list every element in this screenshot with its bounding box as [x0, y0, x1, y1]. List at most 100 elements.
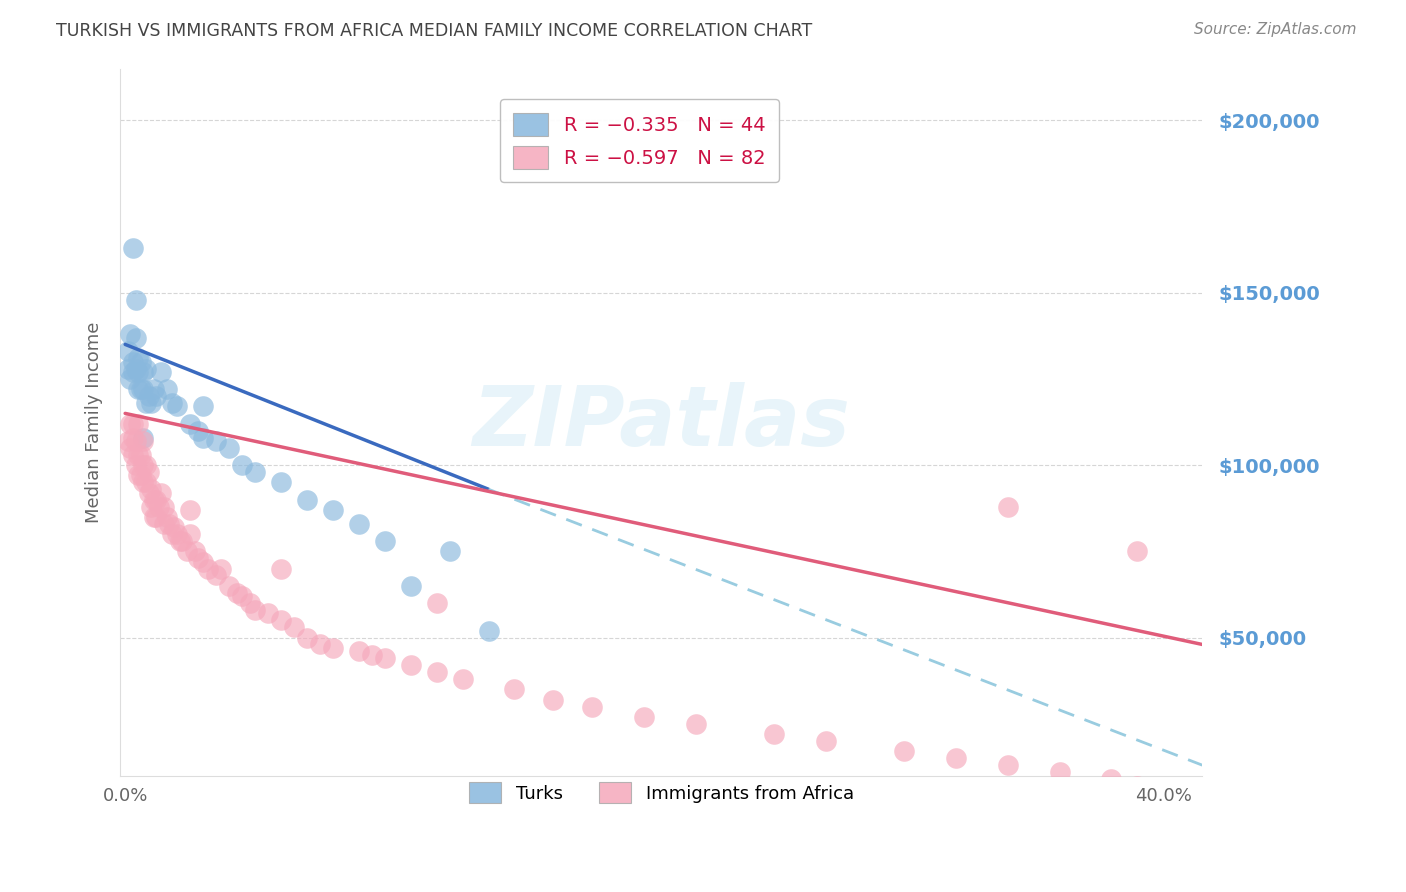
Point	[187, 551, 209, 566]
Point	[120, 327, 142, 342]
Point	[127, 382, 149, 396]
Legend: Turks, Immigrants from Africa: Turks, Immigrants from Africa	[456, 770, 866, 816]
Y-axis label: Median Family Income: Median Family Income	[86, 321, 103, 523]
Point	[117, 361, 139, 376]
Point	[122, 431, 145, 445]
Point	[426, 665, 449, 679]
Point	[543, 692, 565, 706]
Point	[122, 354, 145, 368]
Point	[122, 365, 145, 379]
Point	[169, 533, 191, 548]
Point	[132, 365, 155, 379]
Point	[138, 485, 160, 500]
Point	[399, 658, 422, 673]
Point	[945, 751, 967, 765]
Point	[127, 468, 149, 483]
Point	[122, 241, 145, 255]
Point	[153, 500, 176, 514]
Point	[124, 330, 146, 344]
Point	[120, 441, 142, 455]
Point	[120, 372, 142, 386]
Point	[145, 492, 167, 507]
Point	[142, 492, 165, 507]
Point	[633, 710, 655, 724]
Point	[135, 475, 157, 490]
Point	[191, 555, 214, 569]
Point	[132, 434, 155, 448]
Point	[209, 561, 232, 575]
Text: Source: ZipAtlas.com: Source: ZipAtlas.com	[1194, 22, 1357, 37]
Point	[243, 465, 266, 479]
Point	[374, 651, 396, 665]
Point	[157, 516, 180, 531]
Point	[160, 527, 183, 541]
Point	[129, 354, 152, 368]
Point	[160, 396, 183, 410]
Point	[997, 500, 1019, 514]
Point	[1049, 765, 1071, 780]
Point	[187, 424, 209, 438]
Point	[127, 351, 149, 366]
Point	[129, 382, 152, 396]
Point	[129, 448, 152, 462]
Point	[814, 734, 837, 748]
Point	[132, 458, 155, 472]
Point	[451, 672, 474, 686]
Point	[132, 431, 155, 445]
Point	[1126, 779, 1149, 793]
Point	[120, 417, 142, 431]
Point	[166, 527, 188, 541]
Point	[257, 607, 280, 621]
Text: ZIPatlas: ZIPatlas	[472, 382, 851, 463]
Point	[138, 389, 160, 403]
Point	[218, 441, 240, 455]
Point	[231, 458, 253, 472]
Point	[270, 613, 292, 627]
Point	[142, 509, 165, 524]
Point	[172, 533, 194, 548]
Point	[295, 631, 318, 645]
Point	[117, 344, 139, 359]
Point	[132, 382, 155, 396]
Point	[124, 458, 146, 472]
Point	[581, 699, 603, 714]
Point	[142, 382, 165, 396]
Point	[139, 396, 162, 410]
Point	[322, 640, 344, 655]
Point	[163, 520, 186, 534]
Point	[763, 727, 786, 741]
Point	[135, 361, 157, 376]
Point	[124, 293, 146, 307]
Point	[997, 758, 1019, 772]
Point	[205, 568, 228, 582]
Point	[132, 475, 155, 490]
Point	[135, 396, 157, 410]
Point	[166, 400, 188, 414]
Point	[218, 579, 240, 593]
Point	[176, 544, 198, 558]
Point	[1152, 786, 1174, 800]
Point	[503, 682, 526, 697]
Point	[239, 596, 262, 610]
Point	[191, 431, 214, 445]
Point	[124, 361, 146, 376]
Point	[347, 644, 370, 658]
Point	[127, 448, 149, 462]
Point	[225, 585, 247, 599]
Point	[893, 744, 915, 758]
Point	[122, 417, 145, 431]
Point	[308, 637, 330, 651]
Point	[270, 561, 292, 575]
Point	[231, 589, 253, 603]
Text: TURKISH VS IMMIGRANTS FROM AFRICA MEDIAN FAMILY INCOME CORRELATION CHART: TURKISH VS IMMIGRANTS FROM AFRICA MEDIAN…	[56, 22, 813, 40]
Point	[439, 544, 461, 558]
Point	[205, 434, 228, 448]
Point	[374, 533, 396, 548]
Point	[685, 716, 707, 731]
Point	[179, 527, 201, 541]
Point	[283, 620, 305, 634]
Point	[270, 475, 292, 490]
Point	[184, 544, 207, 558]
Point	[426, 596, 449, 610]
Point	[124, 434, 146, 448]
